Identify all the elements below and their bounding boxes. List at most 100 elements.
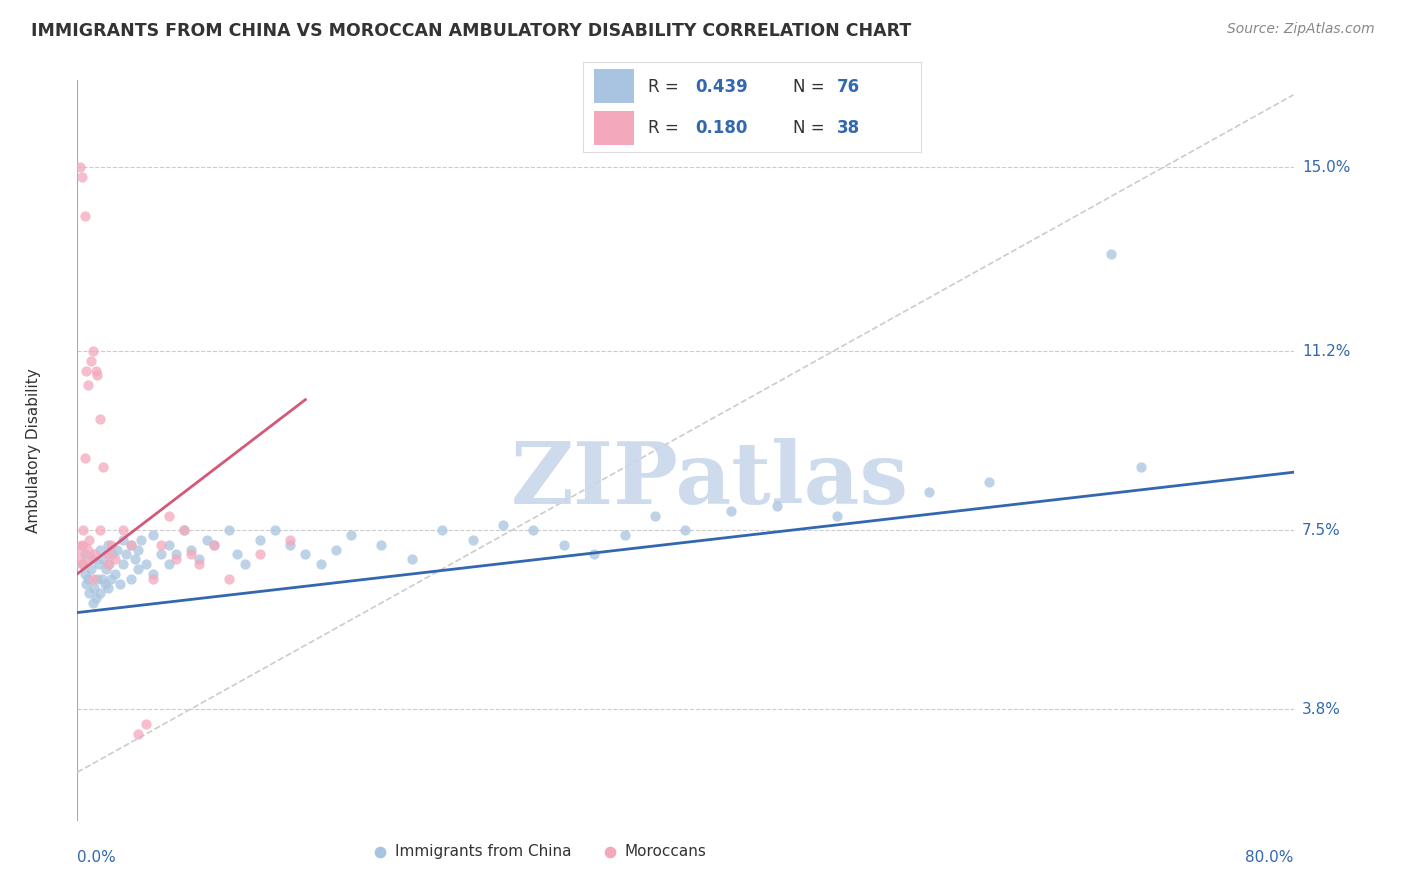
Point	[100, 572, 122, 586]
Text: R =: R =	[648, 78, 683, 95]
Point	[84, 591, 107, 605]
Point	[249, 533, 271, 547]
Point	[108, 576, 131, 591]
Point	[82, 552, 104, 566]
Point	[165, 548, 187, 562]
Point	[218, 572, 240, 586]
Point	[80, 562, 103, 576]
Text: 0.180: 0.180	[695, 119, 747, 136]
Point	[83, 582, 105, 596]
Point	[370, 538, 392, 552]
Point	[104, 566, 127, 581]
Point	[89, 524, 111, 538]
Point	[127, 726, 149, 740]
Point	[84, 363, 107, 377]
Point	[765, 499, 787, 513]
Point	[129, 533, 152, 547]
Point	[644, 508, 666, 523]
Point	[82, 344, 104, 359]
Point	[70, 557, 93, 571]
Point	[82, 596, 104, 610]
Point	[98, 557, 121, 571]
Point	[461, 533, 484, 547]
Point	[149, 538, 172, 552]
Point	[75, 363, 97, 377]
Point	[120, 538, 142, 552]
Point	[120, 538, 142, 552]
Point	[165, 552, 187, 566]
Point	[325, 542, 347, 557]
Point	[96, 562, 118, 576]
Point	[115, 548, 138, 562]
Point	[1099, 247, 1122, 261]
FancyBboxPatch shape	[593, 111, 634, 145]
Point	[73, 566, 96, 581]
Text: 80.0%: 80.0%	[1246, 850, 1294, 865]
Point	[180, 548, 202, 562]
Point	[80, 354, 103, 368]
Text: 15.0%: 15.0%	[1302, 160, 1350, 175]
Point	[97, 582, 120, 596]
Point	[430, 524, 453, 538]
Point	[294, 548, 316, 562]
Point	[180, 542, 202, 557]
Point	[309, 557, 332, 571]
Point	[86, 572, 108, 586]
Point	[278, 538, 301, 552]
Point	[401, 552, 423, 566]
Text: Source: ZipAtlas.com: Source: ZipAtlas.com	[1227, 22, 1375, 37]
Point	[69, 161, 91, 175]
Text: 76: 76	[837, 78, 859, 95]
Text: N =: N =	[793, 119, 830, 136]
Point	[188, 557, 211, 571]
Point	[583, 548, 606, 562]
Point	[142, 528, 165, 542]
Point	[522, 524, 544, 538]
Point	[142, 572, 165, 586]
Point	[91, 460, 114, 475]
Text: 0.0%: 0.0%	[77, 850, 117, 865]
Point	[226, 548, 249, 562]
Text: R =: R =	[648, 119, 683, 136]
Point	[77, 378, 100, 392]
Point	[73, 548, 96, 562]
Point	[111, 524, 134, 538]
Text: Ambulatory Disability: Ambulatory Disability	[25, 368, 41, 533]
Point	[73, 209, 96, 223]
Text: 11.2%: 11.2%	[1302, 343, 1350, 359]
Text: ZIPatlas: ZIPatlas	[510, 438, 908, 522]
Point	[135, 717, 157, 731]
Point	[553, 538, 575, 552]
Point	[613, 528, 636, 542]
Point	[75, 576, 97, 591]
Point	[173, 524, 195, 538]
Point	[979, 475, 1001, 489]
Point	[72, 524, 94, 538]
Point	[97, 538, 120, 552]
Point	[89, 542, 111, 557]
Point	[70, 548, 93, 562]
Point	[79, 533, 101, 547]
Point	[233, 557, 256, 571]
Point	[89, 412, 111, 426]
Point	[918, 484, 941, 499]
Point	[142, 566, 165, 581]
Point	[202, 538, 225, 552]
Point	[100, 538, 122, 552]
Text: N =: N =	[793, 78, 830, 95]
Point	[77, 572, 100, 586]
Point	[149, 548, 172, 562]
Point	[70, 169, 93, 184]
Point	[264, 524, 287, 538]
Point	[82, 572, 104, 586]
Point	[173, 524, 195, 538]
Point	[157, 557, 180, 571]
Point	[104, 552, 127, 566]
Text: 0.439: 0.439	[695, 78, 748, 95]
Point	[91, 552, 114, 566]
Point	[675, 524, 697, 538]
Point	[1130, 460, 1153, 475]
Point	[86, 368, 108, 383]
FancyBboxPatch shape	[593, 69, 634, 103]
Text: 3.8%: 3.8%	[1302, 702, 1341, 717]
